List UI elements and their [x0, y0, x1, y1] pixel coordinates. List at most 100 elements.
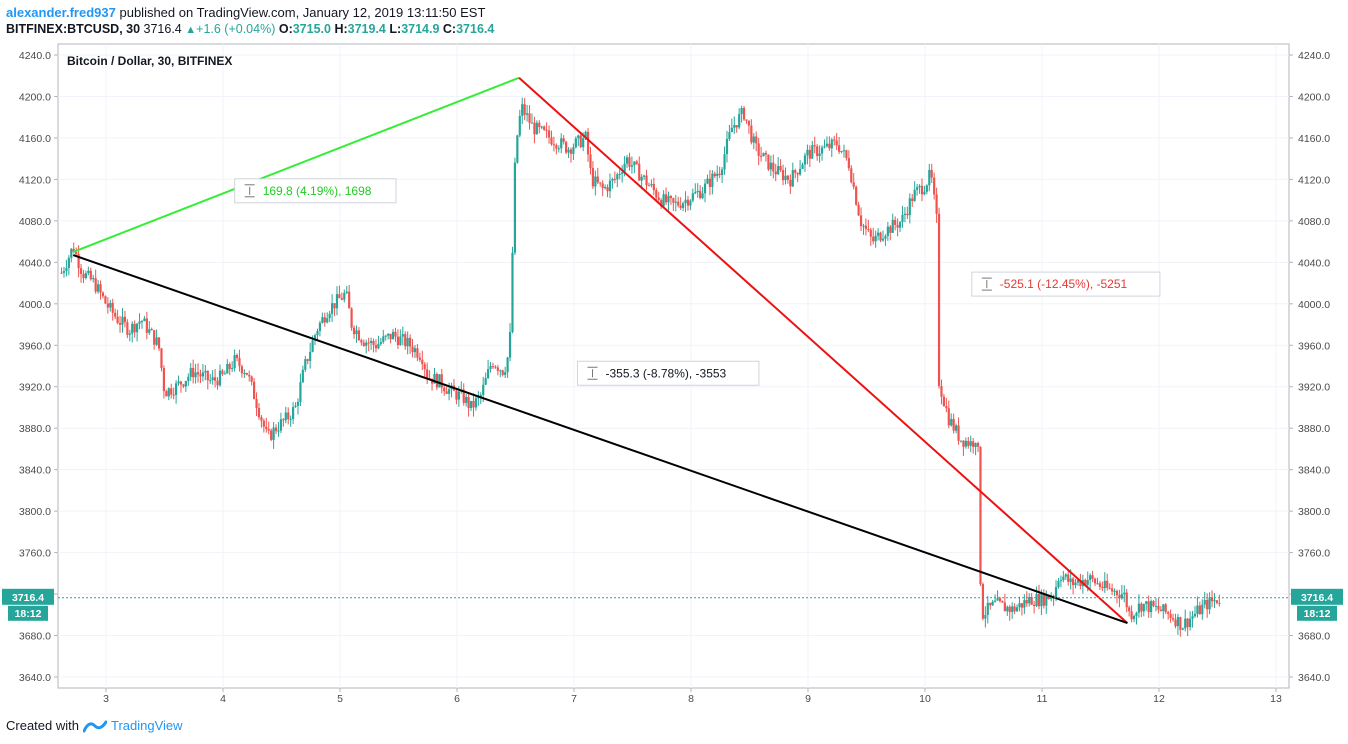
candle-body — [326, 318, 329, 323]
candle-body — [1062, 576, 1065, 581]
candle-body — [669, 196, 673, 199]
candle-body — [440, 374, 443, 388]
candle-body — [608, 180, 612, 192]
candle-body — [891, 219, 894, 233]
candle-body — [70, 248, 73, 258]
candle-body — [143, 318, 146, 322]
candle-body — [218, 370, 222, 386]
candle-body — [1208, 597, 1211, 610]
candle-body — [228, 363, 231, 370]
candle-body — [560, 138, 563, 149]
candle-body — [950, 418, 953, 426]
measure-box[interactable] — [577, 360, 760, 386]
candle-body — [274, 427, 278, 432]
candle-body — [1162, 604, 1165, 612]
candle-body — [82, 273, 85, 278]
candle-body — [270, 430, 273, 440]
candle-body — [370, 340, 373, 343]
candle-body — [896, 224, 899, 228]
candle-body — [647, 185, 651, 187]
candle-body — [360, 340, 363, 343]
candle-body — [257, 408, 261, 418]
candle-body — [857, 204, 860, 216]
candle-body — [604, 187, 607, 189]
measure-text: 169.8 (4.19%), 1698 — [263, 184, 372, 198]
candle-body — [1042, 593, 1045, 606]
candle-body — [794, 170, 797, 173]
candle-body — [745, 119, 748, 121]
candle-body — [757, 143, 760, 156]
trendlines[interactable] — [72, 76, 1129, 625]
candle-body — [511, 252, 514, 333]
y-tick-label-right: 4120.0 — [1298, 174, 1330, 186]
measure-text: -525.1 (-12.45%), -5251 — [1000, 277, 1128, 291]
candle-body — [150, 329, 153, 331]
candle-body — [262, 420, 265, 427]
candle-body — [1064, 574, 1067, 577]
close-value: 3716.4 — [456, 22, 495, 36]
candle-body — [1072, 578, 1075, 586]
candle-body — [226, 363, 229, 374]
measure-box[interactable] — [234, 178, 397, 204]
candle-body — [964, 440, 967, 447]
candle-body — [901, 214, 904, 223]
candle-body — [820, 147, 824, 154]
candle-body — [1106, 580, 1109, 588]
candle-body — [862, 225, 865, 227]
candle-body — [435, 373, 439, 388]
candle-body — [316, 330, 319, 336]
candle-body — [918, 185, 921, 188]
candle-body — [294, 405, 297, 408]
candle-body — [1076, 580, 1080, 583]
candle-body — [321, 317, 324, 323]
candle-body — [760, 155, 763, 157]
candle-body — [455, 390, 458, 400]
candle-body — [201, 372, 205, 377]
candle-body — [411, 346, 414, 353]
tradingview-link[interactable]: TradingView — [110, 718, 183, 733]
candle-body — [733, 125, 736, 128]
candle-body — [942, 396, 946, 407]
trendline-red[interactable] — [518, 77, 1129, 624]
username-link[interactable]: alexander.fred937 — [6, 5, 116, 20]
trendline-black[interactable] — [72, 254, 1128, 625]
measure-labels[interactable]: 169.8 (4.19%), 1698 -525.1 (-12.45%), -52… — [234, 178, 1161, 386]
candle-body — [265, 426, 268, 430]
candle-body — [1101, 586, 1104, 589]
candle-body — [540, 126, 543, 128]
candle-body — [465, 396, 468, 403]
candle-body — [79, 268, 83, 274]
y-tick-label-right: 3920.0 — [1298, 382, 1330, 394]
candle-body — [989, 602, 992, 606]
candle-body — [499, 370, 502, 372]
countdown-badge-left — [8, 605, 48, 621]
candle-body — [338, 294, 341, 299]
measure-box[interactable] — [971, 271, 1161, 297]
candle-body — [928, 169, 931, 186]
published-text: published on TradingView.com, January 12… — [119, 5, 486, 20]
candle-body — [538, 122, 541, 128]
candle-body — [111, 302, 114, 313]
grid — [58, 44, 1289, 688]
candle-body — [940, 386, 943, 397]
candle-body — [157, 337, 161, 349]
candle-body — [1174, 619, 1177, 627]
trendline-green[interactable] — [72, 76, 520, 253]
candle-body — [577, 135, 580, 139]
candle-body — [833, 139, 836, 141]
candle-body — [209, 380, 212, 382]
candle-body — [972, 441, 975, 447]
candle-body — [243, 372, 246, 374]
candle-body — [106, 303, 109, 308]
candle-body — [850, 168, 853, 183]
candle-body — [679, 205, 682, 208]
y-tick-label-left: 3800.0 — [19, 506, 51, 518]
candle-body — [396, 336, 400, 346]
current-price-label-right: 3716.4 — [1301, 592, 1333, 604]
candle-body — [65, 268, 68, 272]
y-tick-label-left: 4000.0 — [19, 299, 51, 311]
candle-body — [114, 312, 117, 317]
candle-body — [799, 168, 802, 175]
candle-body — [296, 401, 300, 406]
